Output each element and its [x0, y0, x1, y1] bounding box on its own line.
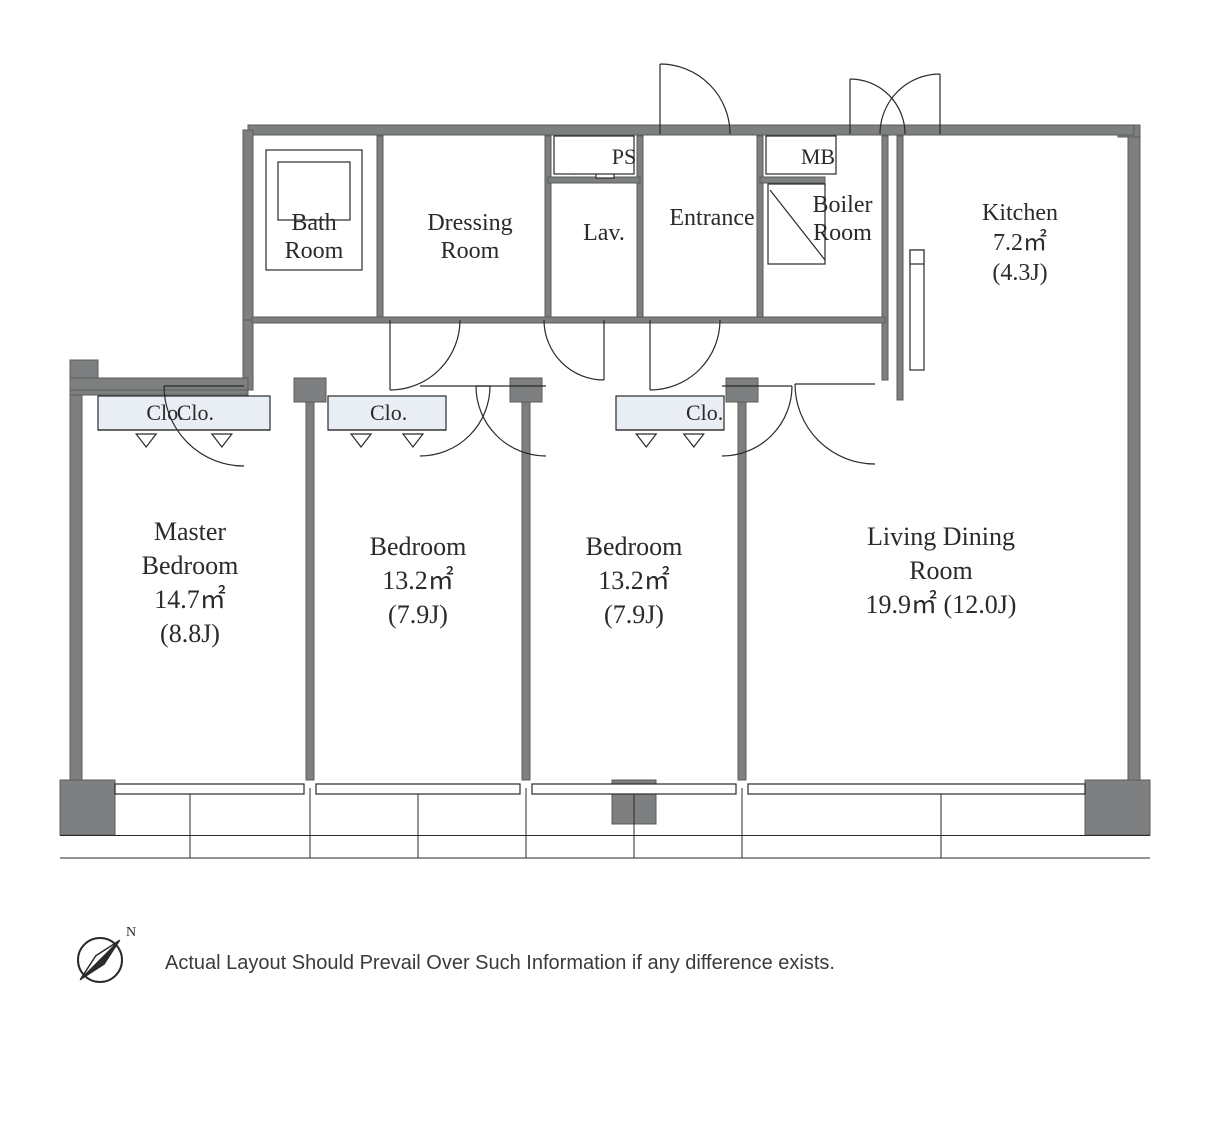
svg-text:Clo.: Clo. — [370, 400, 407, 425]
svg-text:Bedroom: Bedroom — [586, 532, 683, 561]
svg-text:Room: Room — [441, 238, 500, 264]
svg-text:13.2㎡: 13.2㎡ — [598, 566, 670, 595]
svg-text:Dressing: Dressing — [427, 210, 512, 236]
svg-text:Room: Room — [813, 220, 872, 246]
svg-text:Boiler: Boiler — [813, 192, 873, 218]
svg-text:Kitchen: Kitchen — [982, 200, 1058, 226]
svg-text:(4.3J): (4.3J) — [992, 260, 1047, 286]
svg-text:PS: PS — [612, 144, 636, 169]
svg-text:Master: Master — [154, 517, 227, 546]
svg-text:Bedroom: Bedroom — [370, 532, 467, 561]
svg-text:MB: MB — [801, 144, 835, 169]
svg-text:Clo.: Clo. — [686, 400, 723, 425]
svg-text:Bath: Bath — [291, 210, 336, 236]
floorplan-page: Clo.Clo.Clo.Clo.PSMBMasterBedroom14.7㎡(8… — [0, 0, 1221, 1130]
svg-text:7.2㎡: 7.2㎡ — [993, 229, 1047, 256]
svg-text:(7.9J): (7.9J) — [388, 600, 448, 629]
svg-text:(7.9J): (7.9J) — [604, 600, 664, 629]
svg-text:Clo.: Clo. — [146, 400, 183, 425]
svg-text:Lav.: Lav. — [583, 220, 625, 246]
svg-text:Entrance: Entrance — [669, 205, 754, 231]
svg-text:Room: Room — [909, 556, 973, 585]
svg-text:Living Dining: Living Dining — [867, 522, 1015, 551]
svg-text:14.7㎡: 14.7㎡ — [154, 585, 226, 614]
svg-text:19.9㎡ (12.0J): 19.9㎡ (12.0J) — [866, 590, 1017, 619]
svg-text:Room: Room — [285, 238, 344, 264]
svg-text:13.2㎡: 13.2㎡ — [382, 566, 454, 595]
svg-text:(8.8J): (8.8J) — [160, 619, 220, 648]
disclaimer-text: Actual Layout Should Prevail Over Such I… — [165, 952, 835, 975]
svg-text:N: N — [126, 925, 136, 940]
svg-text:Bedroom: Bedroom — [142, 551, 239, 580]
